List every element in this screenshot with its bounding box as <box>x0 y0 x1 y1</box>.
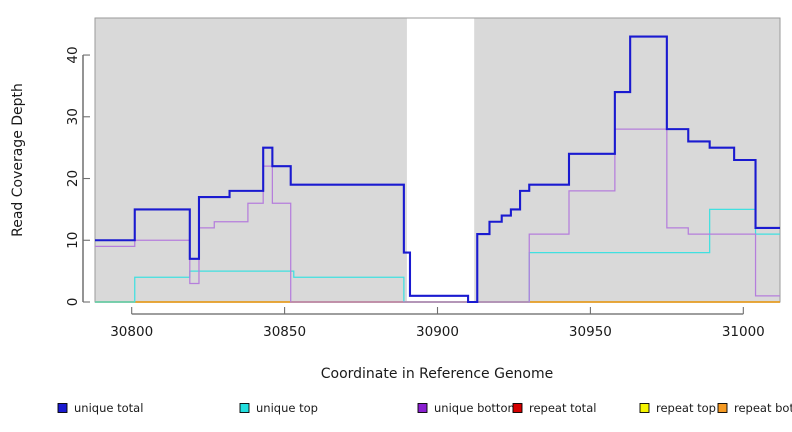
legend-label-repeat-bottom: repeat bottom <box>734 401 792 415</box>
x-tick-label: 30900 <box>416 324 459 340</box>
legend-swatch-unique-bottom <box>417 403 428 413</box>
legend-swatch-repeat-top <box>639 403 650 413</box>
x-tick-label: 30950 <box>569 324 612 340</box>
y-tick-label: 10 <box>65 232 81 249</box>
legend-swatch-repeat-bottom <box>717 403 728 413</box>
x-axis: 30800 30850 30900 30950 31000 <box>110 307 765 340</box>
y-tick-label: 40 <box>65 46 81 63</box>
legend-swatch-unique-top <box>239 403 250 413</box>
legend-label-repeat-top: repeat top <box>656 401 716 415</box>
gap-region-background <box>406 18 475 302</box>
y-tick-label: 30 <box>65 108 81 125</box>
series-unique-total <box>95 35 780 304</box>
y-tick-label: 20 <box>65 170 81 187</box>
legend-swatch-repeat-total <box>512 403 523 413</box>
legend-label-unique-top: unique top <box>256 401 318 415</box>
y-axis: 0 10 20 30 40 <box>65 46 90 306</box>
legend-swatch-unique-total <box>57 403 68 413</box>
x-tick-label: 30800 <box>110 324 153 340</box>
x-tick-label: 30850 <box>263 324 306 340</box>
legend-label-repeat-total: repeat total <box>529 401 596 415</box>
x-axis-title: Coordinate in Reference Genome <box>321 366 554 382</box>
y-tick-label: 0 <box>65 298 81 307</box>
series-unique-top <box>95 208 780 303</box>
y-axis-title: Read Coverage Depth <box>10 83 26 237</box>
x-tick-label: 31000 <box>722 324 765 340</box>
chart-legend: unique total unique top unique bottom repea… <box>57 401 792 415</box>
series-layer <box>95 35 780 304</box>
legend-label-unique-bottom: unique bottom <box>434 401 519 415</box>
legend-label-unique-total: unique total <box>74 401 143 415</box>
